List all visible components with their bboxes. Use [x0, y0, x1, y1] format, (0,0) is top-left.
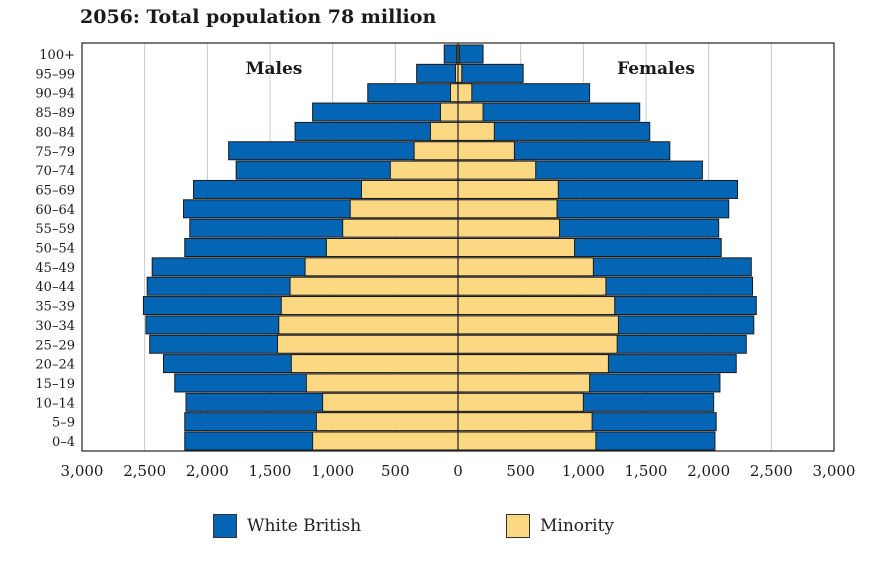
x-tick-label: 1,500: [625, 462, 668, 480]
plot-frame: [81, 42, 835, 452]
bar-male-minority: [325, 238, 459, 257]
legend-item-white-british: White British: [213, 514, 361, 538]
y-tick-label: 100+: [39, 48, 75, 63]
bar-male-minority: [315, 412, 459, 432]
x-tick-label: 2,500: [123, 462, 166, 480]
y-tick-label: 85–89: [35, 106, 75, 121]
bar-female-minority: [457, 392, 584, 412]
bar-male-minority: [322, 392, 459, 412]
bar-female-minority: [457, 102, 484, 122]
bar-male-minority: [439, 102, 459, 122]
bar-female-minority: [457, 315, 619, 335]
bar-female-minority: [457, 83, 473, 103]
bar-male-minority: [349, 199, 459, 219]
y-tick-label: 35–39: [35, 300, 75, 315]
x-tick-label: 2,000: [186, 462, 229, 480]
x-tick-label: 500: [381, 462, 410, 480]
bar-female-minority: [457, 412, 593, 432]
bar-male-minority: [360, 179, 459, 199]
x-tick-labels: 3,000 2,500 2,000 1,500 1,000 500 0 500 1,000 1,5…: [61, 462, 856, 480]
bar-female-minority: [457, 354, 609, 374]
bar-female-minority: [457, 431, 597, 451]
bar-male-minority: [278, 315, 459, 335]
y-tick-label: 60–64: [35, 203, 75, 218]
bars: [142, 44, 757, 451]
x-tick-label: 3,000: [61, 462, 104, 480]
females-label: Females: [617, 59, 695, 79]
bar-male-minority: [280, 296, 459, 316]
y-tick-label: 90–94: [35, 87, 75, 102]
x-tick-label: 1,500: [249, 462, 292, 480]
bar-female-minority: [457, 141, 515, 161]
males-label: Males: [246, 59, 303, 79]
y-tick-label: 10–14: [35, 396, 75, 411]
legend-label-minority: Minority: [540, 516, 615, 536]
bar-female-white-british: [457, 83, 591, 103]
bar-male-white-british: [443, 44, 459, 64]
y-tick-label: 45–49: [35, 261, 75, 276]
bar-female-minority: [457, 160, 537, 180]
legend-item-minority: Minority: [506, 514, 614, 538]
y-tick-label: 75–79: [35, 145, 75, 160]
x-tick-label: 2,000: [687, 462, 730, 480]
bar-male-minority: [413, 141, 459, 161]
bar-female-minority: [457, 218, 561, 238]
chart-title: 2056: Total population 78 million: [80, 6, 437, 28]
bar-female-minority: [457, 199, 558, 219]
y-tick-label: 0–4: [52, 435, 75, 450]
x-tick-label: 2,500: [750, 462, 793, 480]
legend-swatch-white-british: [213, 514, 237, 538]
bar-male-minority: [449, 83, 459, 103]
y-tick-labels: 100+ 95–99 90–94 85–89 80–84 75–79 70–74 65–69 6…: [35, 48, 75, 450]
bar-male-minority: [312, 431, 459, 451]
y-tick-label: 80–84: [35, 125, 75, 140]
bar-male-white-british: [312, 102, 459, 122]
bar-male-white-british: [416, 63, 459, 83]
bar-female-minority: [457, 257, 594, 277]
y-tick-label: 70–74: [35, 164, 75, 179]
bar-male-minority: [304, 257, 459, 277]
bar-female-white-british: [457, 63, 524, 83]
y-tick-label: 30–34: [35, 319, 75, 334]
bar-female-minority: [457, 179, 559, 199]
y-tick-label: 25–29: [35, 338, 75, 353]
bar-male-minority: [389, 160, 459, 180]
x-tick-label: 500: [506, 462, 535, 480]
bar-male-minority: [342, 218, 459, 238]
x-tick-label: 0: [453, 462, 463, 480]
bar-female-white-british: [457, 102, 641, 122]
y-tick-label: 15–19: [35, 377, 75, 392]
y-tick-label: 50–54: [35, 242, 75, 257]
bar-female-minority: [457, 121, 495, 141]
y-tick-label: 65–69: [35, 183, 75, 198]
bar-male-minority: [277, 334, 459, 354]
x-tick-label: 1,000: [562, 462, 605, 480]
bar-male-minority: [305, 373, 459, 393]
legend-swatch-minority: [506, 514, 530, 538]
y-tick-label: 5–9: [52, 416, 75, 431]
bar-male-minority: [429, 121, 459, 141]
bar-female-minority: [457, 276, 607, 296]
y-tick-label: 20–24: [35, 358, 75, 373]
bar-female-minority: [457, 373, 591, 393]
bar-male-white-british: [367, 83, 459, 103]
bar-female-minority: [457, 334, 618, 354]
y-tick-label: 40–44: [35, 280, 75, 295]
bar-female-minority: [457, 238, 576, 257]
x-tick-label: 3,000: [813, 462, 856, 480]
bar-male-minority: [289, 276, 459, 296]
x-tick-label: 1,000: [311, 462, 354, 480]
y-tick-label: 55–59: [35, 222, 75, 237]
y-tick-label: 95–99: [35, 67, 75, 82]
bar-male-minority: [290, 354, 459, 374]
bar-female-white-british: [457, 44, 484, 64]
bar-female-minority: [457, 296, 616, 316]
legend-label-white-british: White British: [247, 516, 362, 536]
